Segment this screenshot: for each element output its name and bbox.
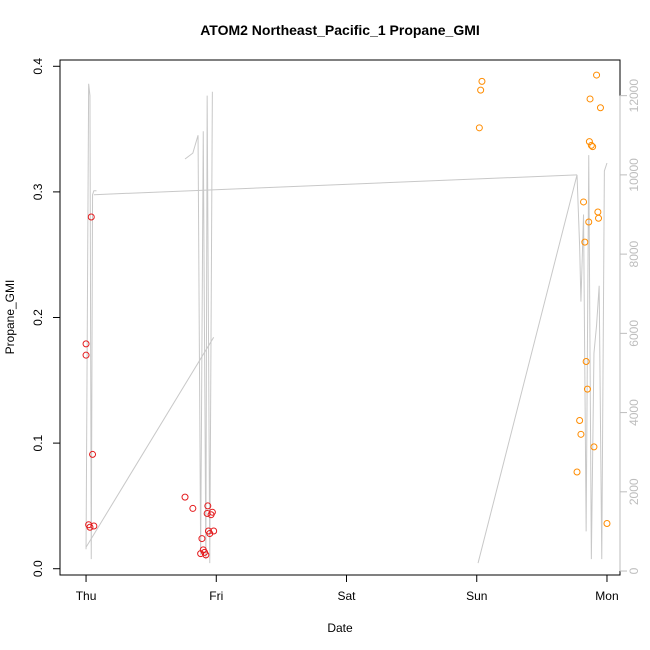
chart-title: ATOM2 Northeast_Pacific_1 Propane_GMI: [200, 22, 480, 38]
data-point-s1-7: [581, 238, 589, 246]
right-tick-label: 12000: [627, 79, 641, 113]
data-point-s1-14: [589, 143, 597, 151]
line-series-segment-1: [85, 337, 215, 548]
data-point-s1-10: [585, 218, 593, 226]
data-point-s0-3: [86, 523, 94, 531]
data-point-s1-0: [475, 124, 483, 132]
data-point-s1-17: [594, 208, 602, 216]
data-point-s0-7: [181, 493, 189, 501]
line-series-segment-2: [184, 91, 213, 564]
data-point-s1-6: [580, 198, 588, 206]
data-point-s1-8: [582, 357, 590, 365]
data-point-s0-15: [204, 502, 212, 510]
right-tick-label: 10000: [627, 158, 641, 192]
right-tick-label: 2000: [627, 478, 641, 505]
y-tick-label: 0.1: [31, 434, 45, 451]
data-point-s1-1: [477, 86, 485, 94]
data-point-s1-16: [593, 71, 601, 79]
y-tick-label: 0.4: [31, 58, 45, 75]
data-point-s0-8: [189, 504, 197, 512]
data-point-s0-20: [210, 527, 218, 535]
data-point-s1-12: [586, 95, 594, 103]
data-point-s1-9: [583, 385, 591, 393]
x-tick-label: Sun: [466, 589, 487, 603]
x-axis: Thu Fri Sat Sun Mon: [76, 574, 619, 603]
x-tick-label: Mon: [595, 589, 618, 603]
plot-frame: [59, 59, 621, 576]
line-series-long-segment: [93, 174, 578, 196]
right-tick-label: 0: [627, 567, 641, 574]
right-tick-label: 8000: [627, 240, 641, 267]
data-point-s1-11: [585, 138, 593, 146]
data-point-s0-6: [90, 522, 98, 530]
data-point-s0-10: [198, 535, 206, 543]
data-point-s1-20: [603, 520, 611, 527]
x-axis-label: Date: [327, 621, 353, 635]
line-series-segment-0: [85, 83, 97, 560]
y-axis-left: 0.0 0.1 0.2 0.3 0.4: [31, 58, 61, 577]
data-point-s1-5: [577, 430, 585, 438]
right-tick-label: 4000: [627, 399, 641, 426]
y-tick-label: 0.0: [31, 560, 45, 577]
data-point-s1-3: [573, 468, 581, 476]
data-point-s0-19: [208, 508, 216, 516]
data-point-s1-13: [587, 141, 595, 149]
x-tick-label: Thu: [76, 589, 97, 603]
right-tick-label: 6000: [627, 320, 641, 347]
data-point-s0-4: [87, 213, 95, 221]
data-point-s0-5: [89, 450, 97, 458]
y-axis-right: 0 2000 4000 6000 8000 10000 12000: [619, 79, 641, 574]
x-tick-label: Sat: [338, 589, 357, 603]
data-point-s0-13: [202, 551, 210, 559]
y-tick-label: 0.2: [31, 309, 45, 326]
x-tick-label: Fri: [209, 589, 223, 603]
data-point-s0-0: [82, 340, 90, 348]
scatter-points-group: [82, 71, 611, 559]
data-point-s1-15: [590, 443, 598, 451]
line-series-group: [85, 83, 608, 564]
data-point-s1-4: [576, 417, 584, 424]
y-axis-label: Propane_GMI: [3, 280, 17, 355]
data-point-s1-19: [596, 104, 604, 112]
data-point-s0-14: [203, 509, 211, 517]
line-series-segment-3: [477, 155, 608, 564]
y-tick-label: 0.3: [31, 183, 45, 200]
data-point-s0-1: [82, 351, 90, 359]
data-point-s1-18: [595, 214, 603, 222]
data-point-s1-2: [478, 77, 486, 85]
